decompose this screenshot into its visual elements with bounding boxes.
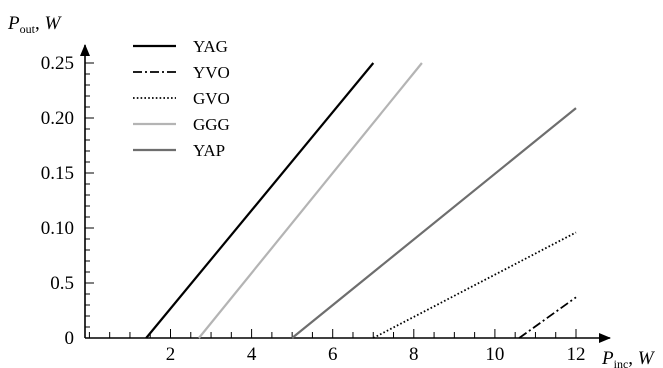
y-axis-label-sub: out <box>20 22 36 36</box>
y-tick-label: 0.15 <box>41 163 74 184</box>
series-line-gvo <box>372 231 577 339</box>
y-axis-label: Pout, W <box>7 13 62 36</box>
x-tick-label: 6 <box>328 344 338 365</box>
legend-label-yag: YAG <box>193 37 228 56</box>
legend-label-yap: YAP <box>193 141 225 160</box>
y-tick-label: 0.10 <box>41 218 74 239</box>
y-axis-label-unit-symbol: W <box>44 13 62 34</box>
x-axis-label-sub: inc <box>614 357 629 368</box>
x-tick-label: 10 <box>485 344 504 365</box>
x-tick-label: 2 <box>166 344 176 365</box>
y-tick-label: 0.25 <box>41 53 74 74</box>
series-line-yap <box>291 107 577 339</box>
series-line-yag <box>145 62 375 339</box>
x-tick-label: 12 <box>567 344 586 365</box>
x-tick-label: 4 <box>247 344 257 365</box>
x-axis-label: Pinc, W <box>601 348 656 368</box>
series-line-yvo <box>518 296 577 339</box>
y-tick-label: 0.20 <box>41 108 74 129</box>
legend-label-gvo: GVO <box>193 89 230 108</box>
y-axis-label-unit: , W <box>35 13 63 34</box>
x-axis-label-symbol: P <box>601 348 614 368</box>
x-tick-label: 8 <box>409 344 419 365</box>
series-line-ggg <box>198 62 423 339</box>
y-tick-label: 0.5 <box>50 273 74 294</box>
legend-label-yvo: YVO <box>193 63 230 82</box>
legend-label-ggg: GGG <box>193 115 230 134</box>
x-axis-label-unit-symbol: W <box>638 348 656 368</box>
y-axis-label-symbol: P <box>7 13 20 34</box>
x-axis-label-unit: , W <box>628 348 656 368</box>
origin-label: 0 <box>65 328 75 349</box>
